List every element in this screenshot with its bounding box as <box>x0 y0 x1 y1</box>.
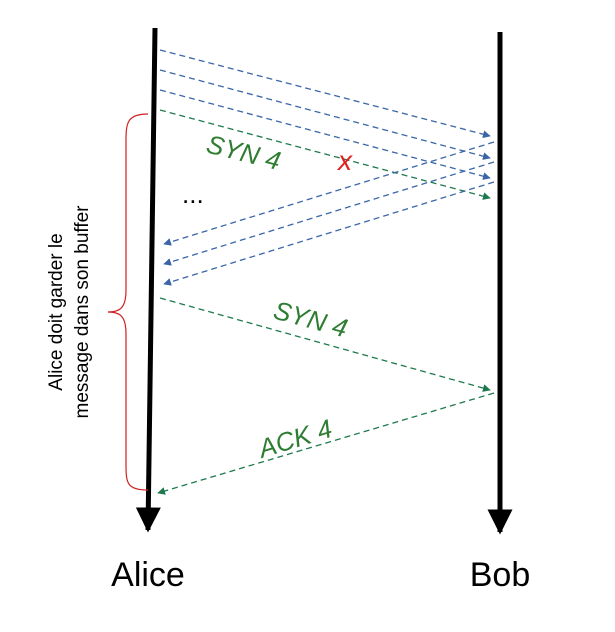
ellipsis: ... <box>182 179 204 209</box>
actor-label-alice: Alice <box>111 556 185 594</box>
outgoing-message-arrow <box>159 69 491 160</box>
return-message-arrow <box>163 141 495 246</box>
syn-resend-label: SYN 4 <box>270 295 350 343</box>
lost-marker: x <box>336 145 353 176</box>
buffer-note-line2: message dans son buffer <box>72 205 93 419</box>
syn-resend-arrow <box>159 297 491 392</box>
return-message-arrow <box>163 161 495 266</box>
return-message-arrow <box>163 181 495 286</box>
ack-label: ACK 4 <box>253 413 336 464</box>
buffer-brace <box>107 113 149 491</box>
ack-arrow <box>157 392 495 495</box>
buffer-note-line1: Alice doit garder le <box>46 233 67 390</box>
outgoing-message-arrow <box>159 89 491 180</box>
lost-syn-label: SYN 4 <box>204 129 284 176</box>
buffer-note: Alice doit garder le message dans son bu… <box>46 205 93 419</box>
actor-label-bob: Bob <box>470 556 531 594</box>
outgoing-message-arrow <box>159 49 491 139</box>
alice-lifeline <box>135 27 161 533</box>
lost-syn-arrow <box>159 109 491 200</box>
